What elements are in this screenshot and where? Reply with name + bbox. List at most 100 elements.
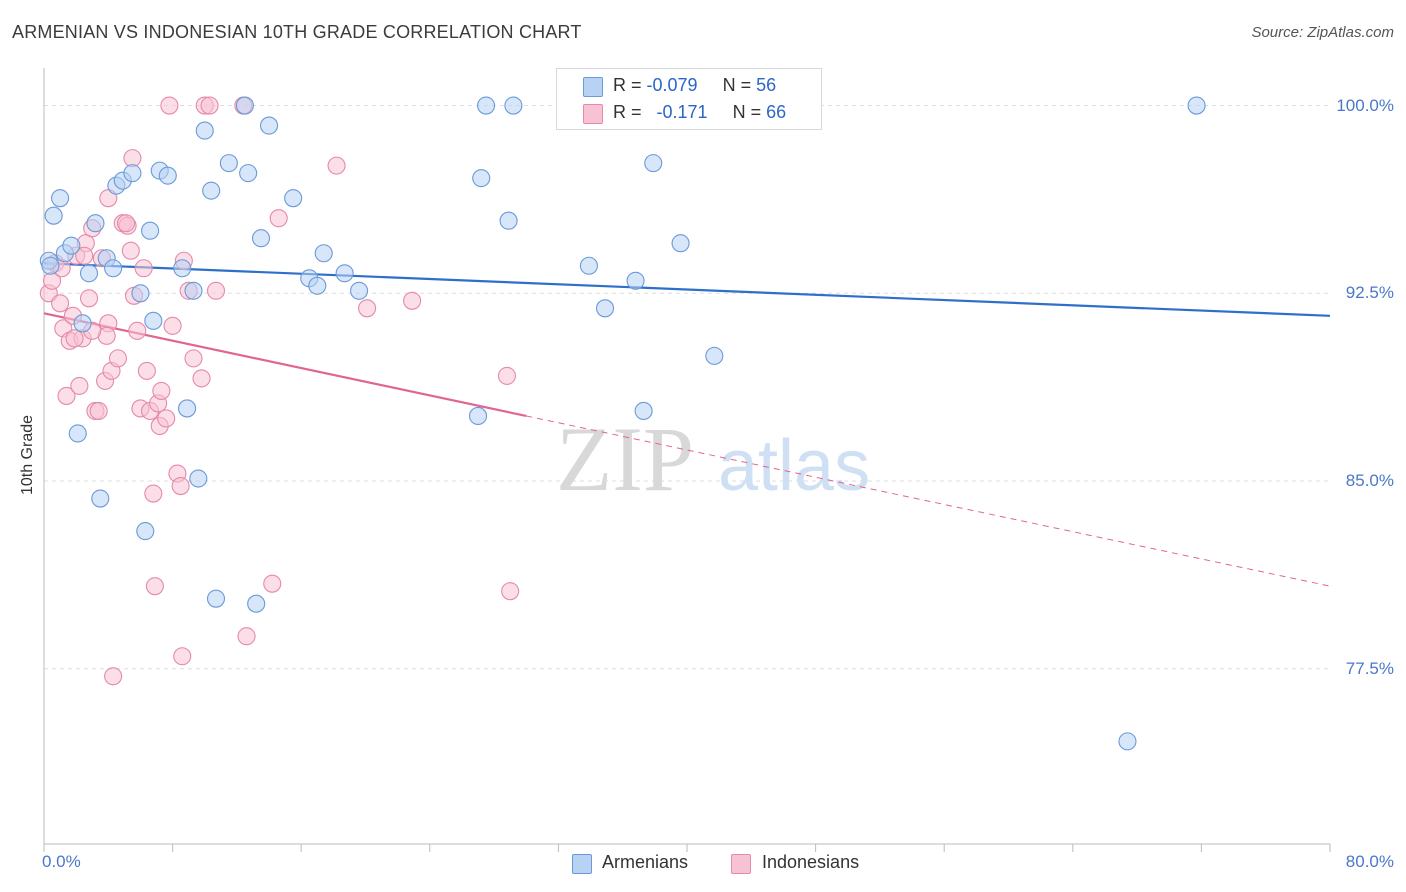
point-indonesian-9 (70, 376, 89, 395)
point-indonesian-34 (145, 577, 164, 596)
point-indonesian-42 (171, 476, 190, 496)
point-armenian-20 (158, 166, 177, 185)
stats-legend: R = -0.079 N = 56 R = -0.171 N = 66 (556, 68, 822, 130)
point-armenian-9 (91, 489, 110, 508)
point-armenian-50 (644, 154, 663, 173)
point-indonesian-33 (144, 484, 163, 503)
point-armenian-36 (308, 276, 327, 295)
trend-line-armenians (43, 262, 1331, 317)
legend-swatch-armenian (583, 77, 603, 97)
point-indonesian-43 (173, 647, 192, 666)
point-armenian-39 (350, 281, 369, 300)
point-indonesian-46 (184, 349, 203, 368)
point-armenian-52 (705, 346, 724, 365)
point-armenian-28 (219, 154, 238, 173)
y-tick-label-2: 92.5% (1345, 283, 1394, 303)
point-armenian-37 (314, 244, 333, 263)
bottom-legend-armenians: Armenians (602, 852, 689, 872)
point-indonesian-47 (192, 369, 211, 388)
point-armenian-2 (51, 189, 70, 208)
point-indonesian-59 (501, 582, 520, 601)
point-indonesian-12 (79, 289, 99, 308)
point-armenian-44 (504, 96, 523, 115)
point-indonesian-3 (51, 294, 70, 313)
point-indonesian-30 (134, 259, 153, 278)
point-armenian-17 (141, 221, 160, 240)
point-armenian-46 (579, 256, 598, 275)
x-tick-max: 80.0% (1345, 852, 1394, 871)
legend-swatch-indonesian (583, 104, 603, 124)
point-indonesian-15 (89, 401, 108, 420)
trend-line-indonesians (43, 312, 527, 418)
point-indonesian-5 (57, 386, 76, 405)
axes (43, 68, 1331, 852)
data-points (39, 96, 1206, 751)
y-tick-label-0: 77.5% (1345, 658, 1394, 678)
trend-line-indonesians-extension (526, 415, 1331, 587)
point-indonesian-25 (121, 241, 140, 260)
point-armenian-33 (259, 116, 279, 135)
point-armenian-1 (44, 206, 63, 225)
point-indonesian-22 (108, 349, 127, 368)
grid-lines (44, 105, 1330, 670)
point-armenian-24 (189, 469, 208, 488)
point-armenian-48 (626, 271, 645, 290)
point-armenian-5 (68, 424, 87, 443)
point-armenian-53 (1118, 732, 1137, 751)
point-armenian-30 (239, 164, 258, 183)
point-indonesian-58 (497, 366, 517, 385)
point-armenian-21 (173, 259, 192, 278)
bottom-legend-swatch-armenians (572, 854, 592, 874)
point-armenian-27 (206, 589, 226, 608)
point-armenian-26 (202, 181, 221, 200)
watermark-zip: ZIP (556, 408, 694, 510)
point-armenian-18 (144, 311, 163, 330)
point-indonesian-28 (128, 321, 147, 340)
point-indonesian-50 (206, 281, 226, 300)
point-indonesian-26 (123, 149, 142, 168)
point-armenian-34 (284, 189, 303, 208)
point-indonesian-53 (263, 574, 282, 593)
point-armenian-55 (41, 256, 60, 275)
point-armenian-15 (131, 284, 150, 303)
point-armenian-23 (184, 281, 203, 300)
point-indonesian-37 (152, 381, 171, 400)
point-indonesian-52 (237, 627, 256, 646)
point-armenian-7 (79, 264, 99, 283)
point-indonesian-40 (163, 316, 182, 335)
point-armenian-8 (86, 214, 105, 233)
legend-row-indonesian: R = -0.171 N = 66 (613, 102, 787, 122)
legend-row-armenian: R = -0.079 N = 56 (613, 75, 777, 95)
source-label: Source: ZipAtlas.com (1251, 24, 1394, 41)
point-indonesian-61 (75, 246, 94, 265)
point-armenian-29 (235, 96, 254, 115)
point-indonesian-56 (358, 299, 377, 318)
point-armenian-40 (468, 406, 488, 425)
bottom-legend-swatch-indonesians (731, 854, 751, 874)
bottom-legend-indonesians: Indonesians (762, 852, 860, 872)
point-armenian-42 (477, 96, 496, 115)
point-indonesian-63 (116, 214, 136, 233)
point-armenian-41 (472, 169, 491, 188)
trend-lines (43, 262, 1331, 587)
point-indonesian-55 (327, 156, 346, 175)
x-tick-min: 0.0% (42, 852, 81, 871)
point-indonesian-38 (157, 409, 176, 428)
point-indonesian-57 (403, 291, 422, 310)
point-armenian-51 (671, 234, 690, 253)
point-indonesian-21 (104, 667, 123, 686)
point-armenian-32 (251, 229, 271, 248)
point-armenian-38 (335, 264, 354, 283)
point-armenian-11 (104, 259, 123, 278)
point-indonesian-49 (200, 96, 219, 115)
y-tick-label-3: 100.0% (1336, 95, 1394, 115)
point-armenian-25 (195, 121, 214, 140)
point-armenian-47 (595, 299, 615, 318)
point-armenian-31 (247, 594, 266, 613)
point-armenian-16 (136, 522, 155, 541)
watermark-atlas: atlas (718, 426, 870, 506)
y-tick-label-1: 85.0% (1345, 471, 1394, 491)
point-indonesian-65 (65, 329, 84, 348)
point-indonesian-54 (269, 209, 288, 228)
point-armenian-49 (634, 401, 653, 420)
